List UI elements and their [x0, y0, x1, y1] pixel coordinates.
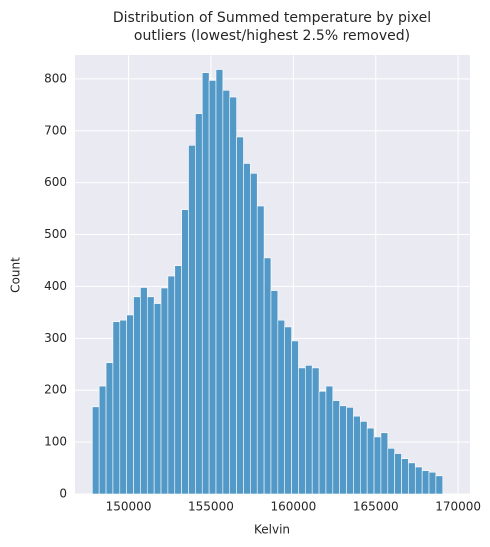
bar — [250, 173, 258, 495]
bar — [346, 407, 354, 495]
x-axis-label: Kelvin — [254, 523, 290, 537]
chart-title: outliers (lowest/highest 2.5% removed) — [134, 28, 410, 44]
bar — [188, 144, 196, 495]
y-axis-label: Count — [9, 257, 23, 293]
bar — [408, 462, 416, 495]
bar — [270, 290, 279, 495]
bar — [181, 209, 189, 495]
bar — [201, 72, 210, 495]
bar — [353, 415, 361, 495]
x-tick-label: 170000 — [435, 500, 481, 514]
bar — [318, 390, 327, 495]
bar — [305, 365, 313, 495]
bar — [105, 362, 114, 495]
bar — [298, 367, 306, 495]
bar — [167, 275, 176, 495]
bar — [112, 321, 121, 495]
bar — [263, 257, 272, 495]
bar — [421, 470, 430, 495]
y-tick-label: 400 — [44, 279, 67, 293]
bar — [373, 436, 382, 495]
bar — [380, 432, 389, 495]
bar — [414, 466, 423, 495]
bar — [222, 89, 231, 495]
bar — [401, 458, 409, 495]
y-tick-label: 0 — [59, 487, 67, 501]
y-tick-label: 800 — [44, 71, 67, 85]
bar — [133, 296, 141, 495]
bar — [277, 319, 286, 495]
bar — [92, 406, 100, 495]
bar — [366, 427, 375, 495]
x-tick-label: 155000 — [188, 500, 234, 514]
bar — [236, 136, 244, 495]
x-tick-label: 165000 — [353, 500, 399, 514]
bar — [229, 96, 237, 495]
bar — [284, 326, 292, 495]
bar — [325, 385, 334, 495]
bar — [394, 453, 402, 495]
y-tick-label: 700 — [44, 123, 67, 137]
x-tick-label: 160000 — [270, 500, 316, 514]
bar — [140, 287, 148, 495]
bar — [311, 367, 320, 495]
bar — [243, 163, 251, 495]
y-tick-label: 100 — [44, 435, 67, 449]
bar — [291, 340, 299, 495]
y-tick-label: 200 — [44, 383, 67, 397]
bar — [339, 405, 347, 495]
x-tick-label: 150000 — [106, 500, 152, 514]
bar — [435, 475, 444, 495]
bar — [119, 319, 127, 495]
bar — [208, 80, 217, 495]
chart-title: Distribution of Summed temperature by pi… — [113, 10, 431, 26]
y-tick-label: 500 — [44, 227, 67, 241]
bar — [387, 448, 395, 495]
bar — [146, 296, 155, 495]
bar — [195, 113, 203, 495]
bar — [256, 205, 265, 495]
bar — [126, 314, 134, 495]
bar — [98, 385, 107, 495]
bar — [428, 471, 437, 495]
y-tick-label: 600 — [44, 175, 67, 189]
bar — [174, 265, 182, 495]
bar — [153, 303, 162, 495]
y-tick-label: 300 — [44, 331, 67, 345]
bar — [359, 421, 368, 495]
bar — [160, 287, 169, 495]
bar — [332, 400, 340, 495]
bar — [215, 69, 224, 495]
